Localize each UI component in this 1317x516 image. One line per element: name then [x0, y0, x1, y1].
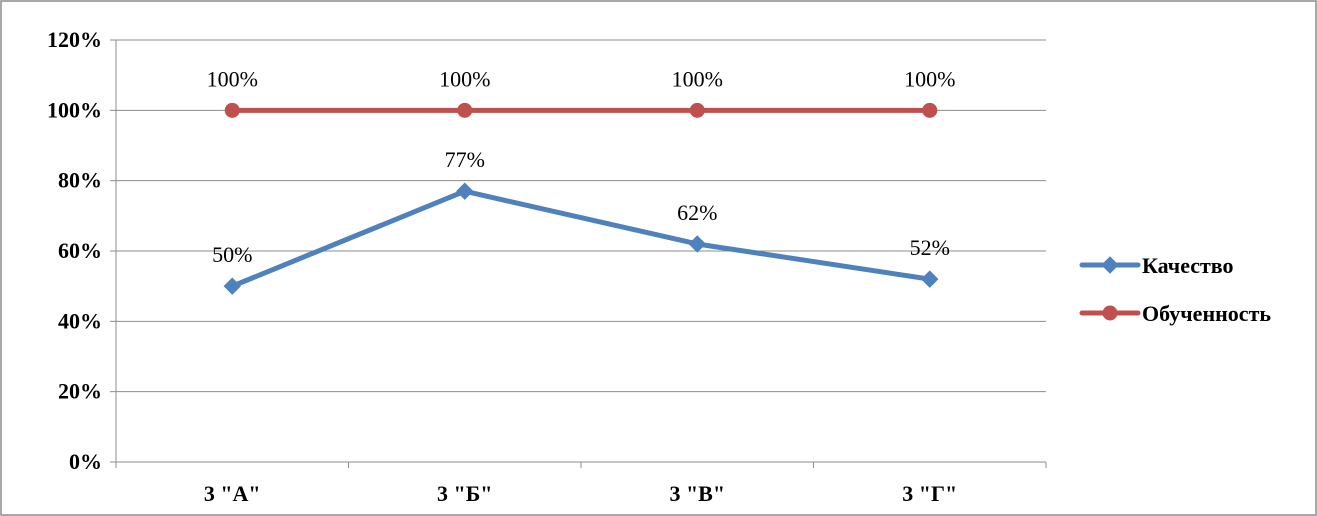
y-tick-label: 80% — [58, 168, 102, 193]
data-point-marker — [688, 235, 706, 253]
axes — [110, 39, 1047, 468]
y-tick-label: 0% — [69, 449, 102, 474]
y-tick-label: 20% — [58, 379, 102, 404]
data-label: 100% — [439, 66, 490, 91]
x-tick-label: 3 "В" — [669, 481, 725, 506]
y-tick-labels: 0% 20% 40% 60% 80% 100% 120% — [47, 27, 102, 474]
data-point-marker — [457, 102, 473, 118]
series — [223, 102, 939, 295]
data-point-marker — [922, 102, 938, 118]
data-point-marker — [224, 102, 240, 118]
data-label: 62% — [677, 200, 717, 225]
data-label: 52% — [910, 235, 950, 260]
x-tick-label: 3 "Б" — [437, 481, 492, 506]
data-label: 100% — [672, 66, 723, 91]
legend-marker — [1102, 305, 1118, 321]
data-point-marker — [921, 270, 939, 288]
legend-marker — [1101, 256, 1119, 274]
data-label: 77% — [445, 147, 485, 172]
y-tick-label: 120% — [47, 27, 102, 52]
y-tick-label: 40% — [58, 308, 102, 333]
data-point-marker — [456, 182, 474, 200]
y-tick-label: 60% — [58, 238, 102, 263]
x-tick-label: 3 "Г" — [902, 481, 957, 506]
y-tick-label: 100% — [47, 97, 102, 122]
series-line-kachestvo — [229, 188, 933, 289]
data-label: 50% — [212, 242, 252, 267]
x-tick-labels: 3 "А" 3 "Б" 3 "В" 3 "Г" — [204, 481, 957, 506]
legend: Качество Обученность — [1079, 253, 1271, 326]
data-point-marker — [689, 102, 705, 118]
data-label: 100% — [904, 66, 955, 91]
data-label: 100% — [207, 66, 258, 91]
legend-label: Качество — [1142, 253, 1234, 278]
data-point-marker — [223, 277, 241, 295]
x-tick-label: 3 "А" — [204, 481, 261, 506]
legend-label: Обученность — [1142, 301, 1271, 326]
data-labels: 50% 77% 62% 52% 100% 100% 100% 100% — [207, 66, 956, 267]
